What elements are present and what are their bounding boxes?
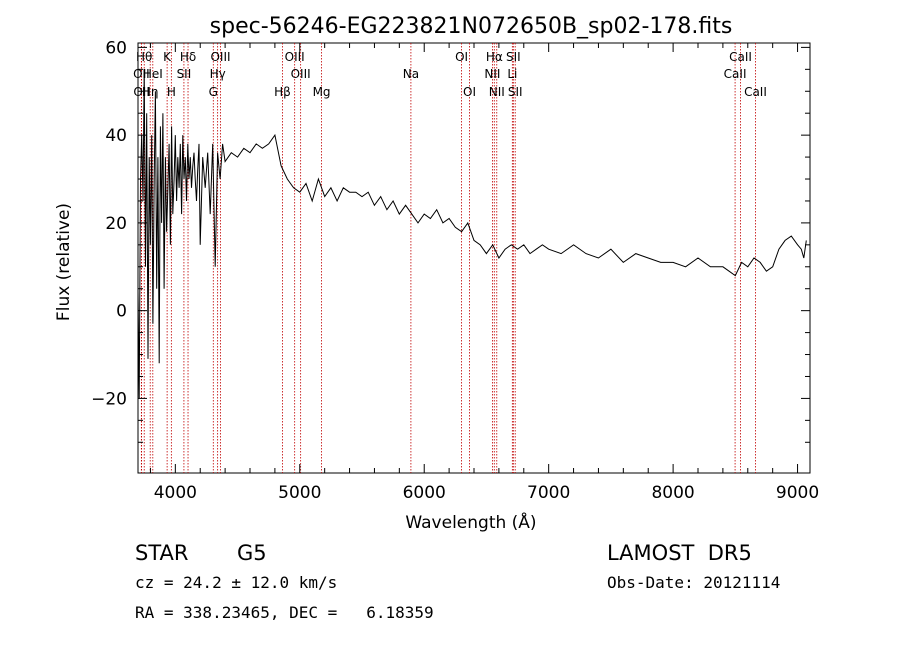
line-marker-label: OIII bbox=[285, 50, 305, 64]
line-marker-label: H bbox=[167, 85, 176, 99]
line-marker-label: SII bbox=[508, 85, 523, 99]
redshift-cz: cz = 24.2 ± 12.0 km/s bbox=[135, 573, 338, 592]
spectral-line-markers bbox=[140, 43, 756, 473]
line-marker-label: NII bbox=[484, 67, 500, 81]
y-axis-ticks: −20 0 20 40 60 bbox=[91, 38, 810, 443]
line-marker-label: OI bbox=[455, 50, 468, 64]
y-axis-label: Flux (relative) bbox=[54, 203, 74, 321]
x-tick-label: 7000 bbox=[527, 483, 570, 503]
y-tick-label: −20 bbox=[91, 389, 127, 409]
line-marker-label: Hγ bbox=[210, 67, 226, 81]
x-tick-label: 9000 bbox=[776, 483, 819, 503]
object-class: STAR bbox=[135, 541, 189, 565]
line-marker-label: OIII bbox=[291, 67, 311, 81]
y-tick-label: 20 bbox=[105, 214, 127, 234]
object-subclass: G5 bbox=[237, 541, 267, 565]
survey-name: LAMOST DR5 bbox=[607, 541, 752, 565]
x-tick-label: 8000 bbox=[651, 483, 694, 503]
line-marker-label: Hη bbox=[142, 85, 159, 99]
line-marker-label: CaII bbox=[744, 85, 767, 99]
observation-date: Obs-Date: 20121114 bbox=[607, 573, 781, 592]
line-marker-label: Hα bbox=[486, 50, 503, 64]
line-marker-label: SII bbox=[506, 50, 521, 64]
line-marker-label: Mg bbox=[313, 85, 331, 99]
x-tick-label: 5000 bbox=[278, 483, 321, 503]
x-tick-label: 4000 bbox=[154, 483, 197, 503]
line-marker-label: CaII bbox=[724, 67, 747, 81]
y-tick-label: 60 bbox=[105, 38, 127, 58]
line-marker-label: K bbox=[163, 50, 172, 64]
x-axis-ticks: 4000 5000 6000 7000 8000 9000 bbox=[149, 43, 819, 503]
line-marker-label: SII bbox=[177, 67, 192, 81]
line-marker-label: NII bbox=[489, 85, 505, 99]
spectrum-line bbox=[137, 69, 807, 399]
line-marker-label: Na bbox=[403, 67, 419, 81]
line-marker-label: Hδ bbox=[180, 50, 196, 64]
line-marker-label: Hβ bbox=[274, 85, 291, 99]
line-marker-label: OIII bbox=[210, 50, 230, 64]
line-marker-label: G bbox=[209, 85, 218, 99]
line-marker-label: OII bbox=[133, 85, 150, 99]
line-marker-label: OI bbox=[463, 85, 476, 99]
y-tick-label: 40 bbox=[105, 126, 127, 146]
chart-title: spec-56246-EG223821N072650B_sp02-178.fit… bbox=[210, 14, 733, 39]
line-marker-label: OII bbox=[133, 67, 150, 81]
y-tick-label: 0 bbox=[116, 302, 127, 322]
line-marker-label: HeI bbox=[143, 67, 163, 81]
x-tick-label: 6000 bbox=[403, 483, 446, 503]
line-marker-label: Li bbox=[507, 67, 517, 81]
coordinates: RA = 338.23465, DEC = 6.18359 bbox=[135, 603, 434, 622]
line-marker-label: CaII bbox=[729, 50, 752, 64]
line-marker-label: Hθ bbox=[136, 50, 152, 64]
x-axis-label: Wavelength (Å) bbox=[405, 511, 536, 533]
plot-frame bbox=[137, 42, 811, 474]
